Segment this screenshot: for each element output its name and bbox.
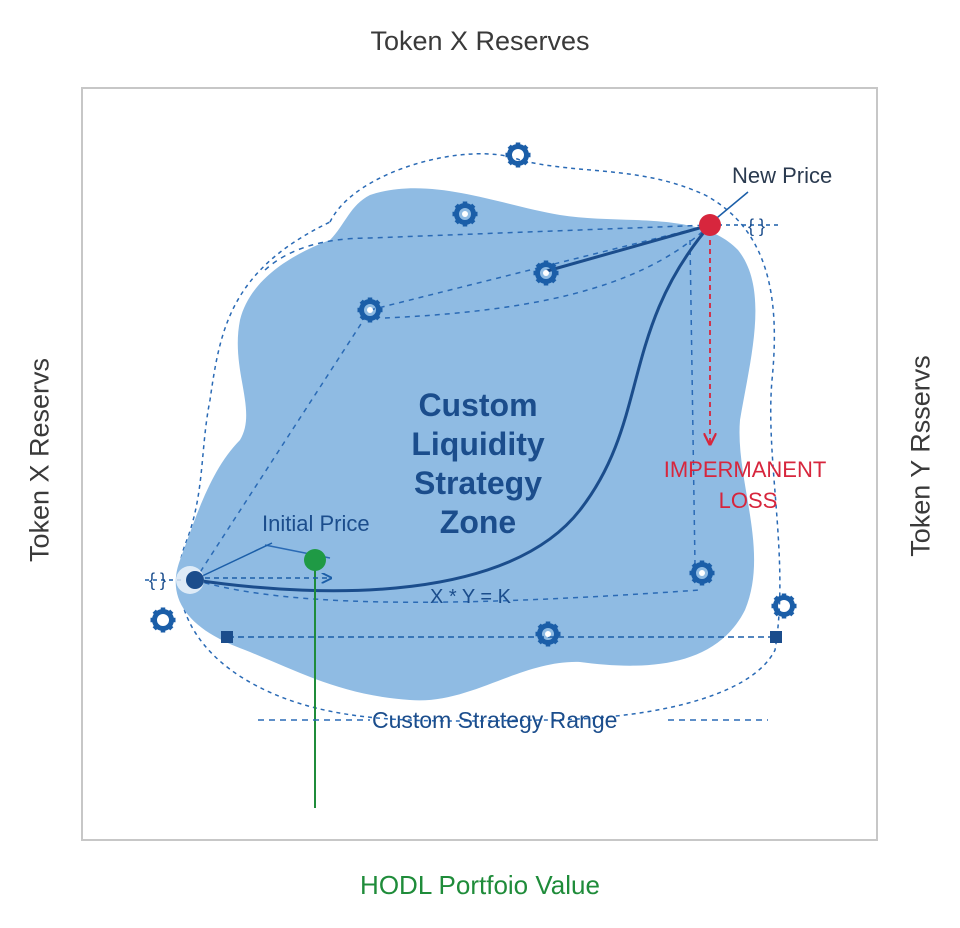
zone-title-line1: Custom xyxy=(418,387,537,423)
price-curve xyxy=(194,224,712,593)
gear-icon xyxy=(506,143,531,168)
gear-icon xyxy=(453,202,478,227)
price-curve-upper xyxy=(546,223,711,273)
zone-title-line2: Liquidity xyxy=(411,426,545,462)
initial-price-label: Initial Price xyxy=(262,511,370,536)
initial-point[interactable] xyxy=(186,571,204,589)
gear-icon xyxy=(536,622,561,647)
impermanent-loss-line1: IMPERMANENT xyxy=(664,457,827,482)
zone-title-line3: Strategy xyxy=(414,465,542,501)
gear-icon xyxy=(151,608,176,633)
brace-right: { } xyxy=(748,216,765,236)
chart-frame xyxy=(81,87,878,841)
new-price-point[interactable] xyxy=(699,214,721,236)
gear-icon xyxy=(690,561,715,586)
bottom-axis-label: HODL Portfoio Value xyxy=(360,870,600,900)
gear-icon xyxy=(534,261,559,286)
impermanent-loss-line2: LOSS xyxy=(719,488,778,513)
equation-label: X * Y = K xyxy=(430,586,512,608)
initial-price-leader xyxy=(197,542,273,579)
range-marker-right[interactable] xyxy=(770,631,782,643)
gear-icon xyxy=(358,298,383,323)
gear-icon xyxy=(772,594,797,619)
liquidity-zone xyxy=(175,188,756,701)
range-marker-left[interactable] xyxy=(221,631,233,643)
new-price-label: New Price xyxy=(732,163,832,188)
strategy-range-label: Custom Strategy Range xyxy=(372,707,617,733)
top-axis-label: Token X Reserves xyxy=(370,26,590,56)
brace-left: { } xyxy=(149,570,166,590)
initial-price-point[interactable] xyxy=(304,549,326,571)
zone-title-line4: Zone xyxy=(440,504,516,540)
new-price-leader xyxy=(711,191,749,223)
dashed-routes xyxy=(194,224,711,604)
